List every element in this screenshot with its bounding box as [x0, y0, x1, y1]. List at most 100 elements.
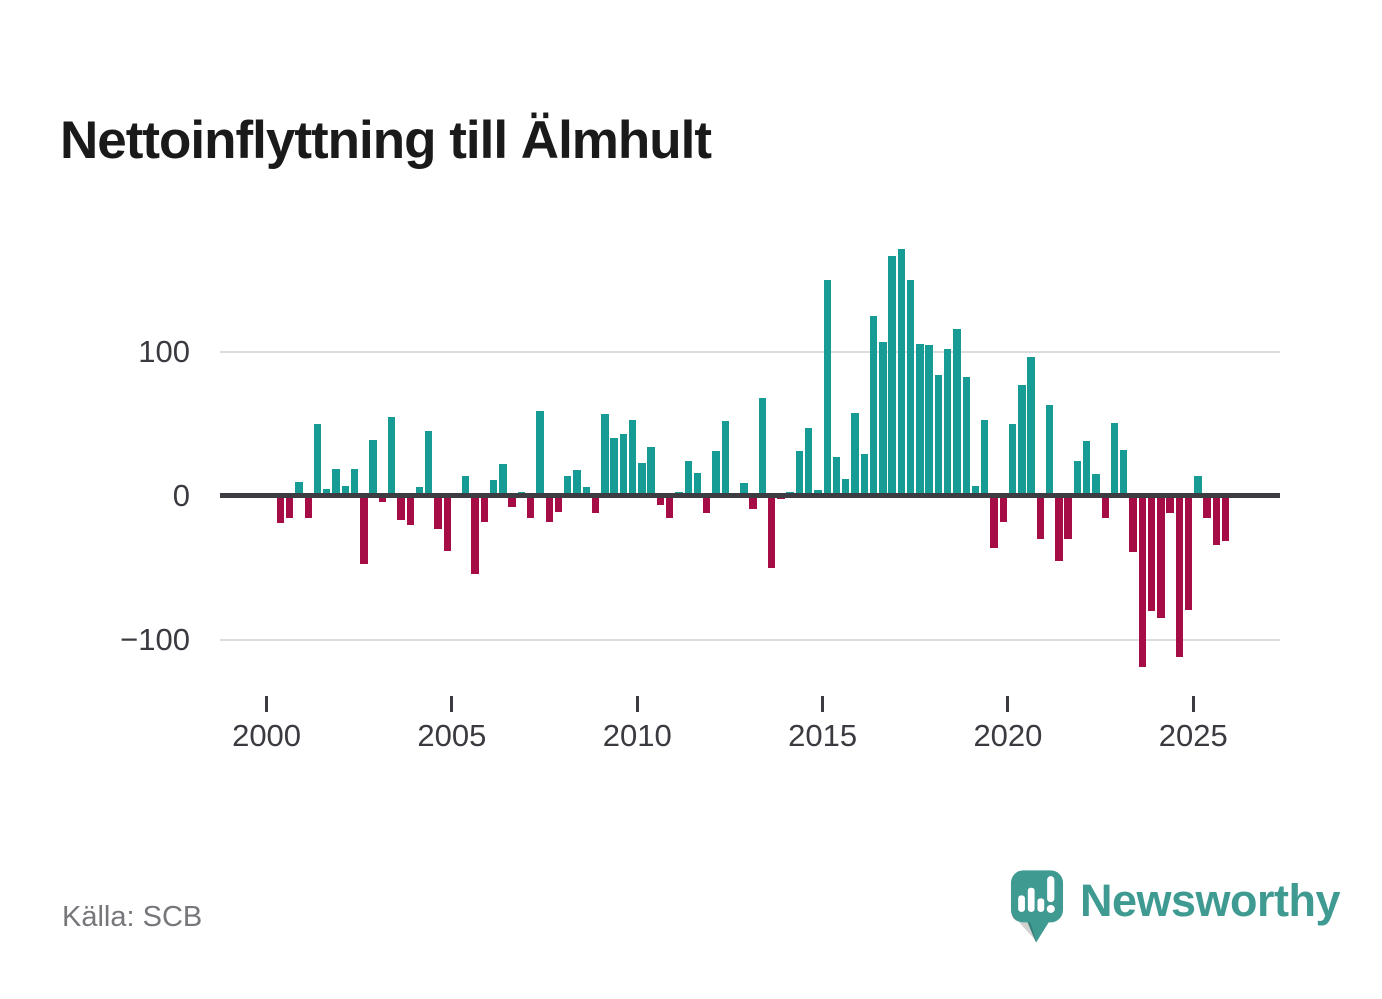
bar-2014-q4: [814, 490, 822, 496]
bar-2022-q2: [1092, 474, 1100, 496]
bar-2008-q4: [591, 495, 600, 514]
bar-2003-q3: [397, 495, 405, 521]
newsworthy-logo: Newsworthy: [1010, 868, 1341, 946]
bar-2007-q2: [536, 411, 544, 496]
bar-2014-q2: [795, 451, 804, 496]
bar-2023-q1: [1120, 449, 1128, 496]
bar-2012-q4: [740, 483, 748, 496]
bar-2024-q3: [1175, 495, 1184, 657]
bar-2025-q4: [1222, 495, 1230, 541]
bar-2020-q3: [1027, 356, 1035, 496]
newsworthy-logo-icon: [1010, 868, 1064, 946]
bar-2011-q4: [703, 495, 711, 514]
bar-2015-q2: [832, 457, 841, 496]
bar-2013-q2: [758, 398, 767, 496]
bar-2000-q3: [286, 495, 294, 518]
bar-2003-q1: [378, 495, 387, 502]
bar-2002-q2: [350, 468, 359, 496]
bar-2000-q4: [295, 481, 303, 496]
bar-2004-q4: [443, 495, 451, 551]
plot-area: [220, 230, 1280, 690]
x-tick-2015: [821, 696, 825, 712]
bar-2025-q2: [1203, 495, 1211, 518]
bar-2005-q3: [471, 495, 479, 574]
bar-2025-q3: [1212, 495, 1221, 545]
bar-2017-q3: [916, 343, 924, 496]
bar-2008-q3: [582, 487, 590, 496]
bar-2018-q2: [943, 349, 952, 496]
bar-2011-q3: [693, 472, 702, 496]
y-axis-label: 100: [138, 334, 190, 370]
bar-2007-q1: [526, 495, 535, 518]
x-tick-2025: [1191, 696, 1195, 712]
bar-2021-q1: [1045, 405, 1054, 496]
bar-2021-q3: [1064, 495, 1072, 540]
bar-2015-q4: [851, 412, 859, 496]
bar-2001-q1: [304, 495, 312, 518]
bar-2022-q1: [1082, 441, 1091, 496]
bar-2024-q1: [1157, 495, 1165, 619]
bar-2012-q1: [712, 451, 720, 496]
bar-2011-q2: [684, 461, 692, 496]
bar-2013-q1: [749, 495, 757, 509]
bar-2019-q4: [999, 495, 1007, 522]
bar-2019-q2: [981, 419, 989, 496]
chart-title: Nettoinflyttning till Älmhult: [60, 110, 712, 170]
bar-2023-q3: [1138, 495, 1146, 667]
bar-2016-q4: [888, 255, 896, 496]
bar-2004-q1: [415, 487, 424, 496]
bar-2004-q3: [434, 495, 442, 529]
bar-2000-q2: [276, 495, 285, 524]
gridline-100: [220, 351, 1280, 354]
bar-2007-q4: [554, 495, 563, 512]
y-axis-label: 0: [172, 477, 190, 513]
bar-2023-q4: [1147, 495, 1156, 611]
bar-2020-q4: [1036, 495, 1045, 540]
bar-2001-q2: [313, 424, 322, 496]
bar-2010-q4: [665, 495, 674, 518]
bar-2009-q1: [601, 414, 609, 496]
source-note: Källa: SCB: [62, 901, 203, 933]
bar-2002-q3: [360, 495, 368, 564]
x-tick-2010: [635, 696, 639, 712]
bar-2006-q2: [499, 464, 507, 496]
zero-line: [220, 493, 1280, 499]
bar-2019-q3: [990, 495, 998, 548]
bar-2006-q1: [489, 480, 498, 496]
x-axis-label: 2015: [788, 718, 858, 753]
bar-2003-q4: [406, 495, 414, 525]
bar-2012-q2: [721, 421, 729, 496]
bar-2022-q3: [1101, 495, 1109, 518]
x-axis-label: 2000: [232, 718, 302, 753]
bar-2020-q1: [1008, 424, 1017, 496]
y-axis: 100 0 −100: [88, 230, 190, 690]
x-axis-label: 2025: [1158, 718, 1228, 753]
bar-2005-q2: [462, 475, 470, 496]
bar-2017-q4: [925, 345, 933, 496]
bar-2007-q3: [545, 495, 553, 522]
bar-2016-q2: [869, 316, 878, 496]
x-axis-label: 2020: [973, 718, 1043, 753]
bar-2018-q4: [962, 376, 970, 496]
bar-2023-q2: [1129, 495, 1137, 552]
bar-2021-q2: [1055, 495, 1063, 561]
bar-2009-q3: [619, 434, 628, 496]
bar-2015-q1: [823, 280, 831, 496]
x-axis-label: 2010: [602, 718, 672, 753]
bar-2015-q3: [842, 478, 850, 496]
bar-2025-q1: [1194, 475, 1202, 496]
x-tick-2020: [1006, 696, 1010, 712]
x-tick-2000: [265, 696, 269, 712]
bar-2024-q4: [1184, 495, 1193, 610]
gridline--100: [220, 638, 1280, 641]
bar-2009-q2: [610, 438, 618, 496]
bar-2019-q1: [971, 485, 980, 496]
bar-2018-q1: [934, 375, 943, 496]
bar-2010-q2: [647, 447, 655, 496]
bar-2008-q1: [564, 475, 572, 496]
bar-2001-q3: [323, 488, 331, 496]
bar-2018-q3: [953, 329, 961, 496]
newsworthy-wordmark: Newsworthy: [1080, 875, 1341, 926]
bar-2003-q2: [387, 416, 396, 496]
